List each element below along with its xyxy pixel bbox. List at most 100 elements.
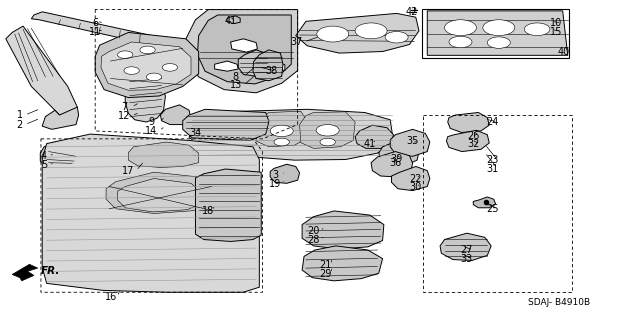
Text: 41: 41 — [364, 139, 376, 149]
Circle shape — [274, 138, 289, 146]
Text: 25: 25 — [486, 204, 499, 214]
Circle shape — [140, 46, 156, 54]
Circle shape — [124, 67, 140, 74]
Text: 40: 40 — [558, 47, 570, 56]
Polygon shape — [262, 61, 285, 72]
Text: 21: 21 — [319, 260, 332, 270]
Text: 37: 37 — [290, 37, 303, 47]
Text: SDAJ- B4910B: SDAJ- B4910B — [527, 298, 589, 307]
Polygon shape — [447, 130, 489, 152]
Circle shape — [449, 36, 472, 48]
Text: 23: 23 — [486, 155, 499, 165]
Polygon shape — [42, 134, 259, 292]
Circle shape — [445, 20, 476, 36]
Text: 22: 22 — [410, 174, 422, 183]
Text: FR.: FR. — [40, 266, 60, 276]
Text: 5: 5 — [41, 160, 47, 170]
Text: 4: 4 — [41, 151, 47, 161]
Text: 42: 42 — [406, 7, 418, 17]
Polygon shape — [255, 111, 307, 147]
Polygon shape — [106, 172, 211, 213]
Text: 13: 13 — [230, 80, 242, 91]
Text: 32: 32 — [467, 139, 479, 149]
Polygon shape — [300, 112, 355, 148]
Text: 1: 1 — [17, 110, 23, 120]
Polygon shape — [189, 109, 394, 160]
Polygon shape — [195, 169, 261, 241]
Text: 27: 27 — [461, 245, 473, 255]
Text: 18: 18 — [202, 206, 214, 216]
Polygon shape — [6, 26, 77, 115]
Polygon shape — [302, 211, 384, 249]
Polygon shape — [392, 167, 430, 191]
Text: 14: 14 — [145, 126, 157, 136]
Polygon shape — [371, 152, 413, 177]
Polygon shape — [296, 13, 419, 53]
Text: 38: 38 — [266, 66, 278, 76]
Polygon shape — [428, 11, 568, 55]
Circle shape — [316, 124, 339, 136]
Polygon shape — [118, 179, 200, 212]
Circle shape — [118, 51, 133, 58]
Text: 7: 7 — [121, 102, 127, 112]
Text: 12: 12 — [118, 111, 130, 121]
Text: 33: 33 — [461, 254, 473, 263]
Polygon shape — [448, 113, 489, 132]
Polygon shape — [270, 164, 300, 183]
Polygon shape — [12, 264, 38, 281]
Text: 17: 17 — [122, 166, 134, 176]
Circle shape — [355, 23, 387, 39]
Polygon shape — [302, 246, 383, 281]
Text: 30: 30 — [410, 182, 422, 192]
Text: 26: 26 — [467, 131, 479, 141]
Text: 31: 31 — [486, 164, 499, 174]
Text: 19: 19 — [269, 179, 282, 189]
Circle shape — [385, 32, 408, 43]
Text: 39: 39 — [390, 153, 403, 164]
Circle shape — [270, 125, 293, 137]
Polygon shape — [390, 129, 430, 156]
Text: 28: 28 — [307, 234, 320, 245]
Polygon shape — [95, 33, 198, 98]
Text: 34: 34 — [189, 128, 202, 137]
Text: 11: 11 — [89, 26, 101, 36]
Circle shape — [163, 63, 177, 71]
Text: 41: 41 — [225, 16, 237, 26]
Polygon shape — [101, 42, 191, 90]
Polygon shape — [129, 142, 198, 167]
Polygon shape — [31, 12, 172, 48]
Circle shape — [524, 23, 550, 36]
Bar — [422, 9, 569, 58]
Polygon shape — [197, 15, 291, 84]
Polygon shape — [379, 141, 419, 165]
Text: 9: 9 — [148, 117, 154, 127]
Polygon shape — [230, 39, 257, 52]
Text: 8: 8 — [233, 72, 239, 82]
Circle shape — [147, 73, 162, 81]
Polygon shape — [227, 16, 240, 24]
Polygon shape — [473, 197, 495, 208]
Circle shape — [483, 20, 515, 36]
Text: 20: 20 — [307, 226, 320, 236]
Polygon shape — [125, 70, 166, 122]
Text: 10: 10 — [550, 18, 563, 28]
Text: 15: 15 — [550, 26, 563, 36]
Polygon shape — [40, 142, 77, 170]
Polygon shape — [355, 125, 394, 148]
Circle shape — [317, 26, 349, 42]
Polygon shape — [186, 10, 298, 93]
Polygon shape — [182, 109, 269, 140]
Circle shape — [320, 138, 335, 146]
Text: 29: 29 — [319, 269, 332, 278]
Polygon shape — [161, 105, 191, 124]
Text: 35: 35 — [406, 136, 419, 146]
Text: 24: 24 — [486, 117, 499, 127]
Circle shape — [487, 37, 510, 48]
Text: 2: 2 — [17, 120, 23, 130]
Text: 3: 3 — [272, 170, 278, 180]
Polygon shape — [253, 50, 283, 81]
Text: 36: 36 — [389, 158, 401, 168]
Text: 16: 16 — [105, 292, 117, 302]
Text: 6: 6 — [92, 18, 99, 28]
Polygon shape — [440, 233, 491, 261]
